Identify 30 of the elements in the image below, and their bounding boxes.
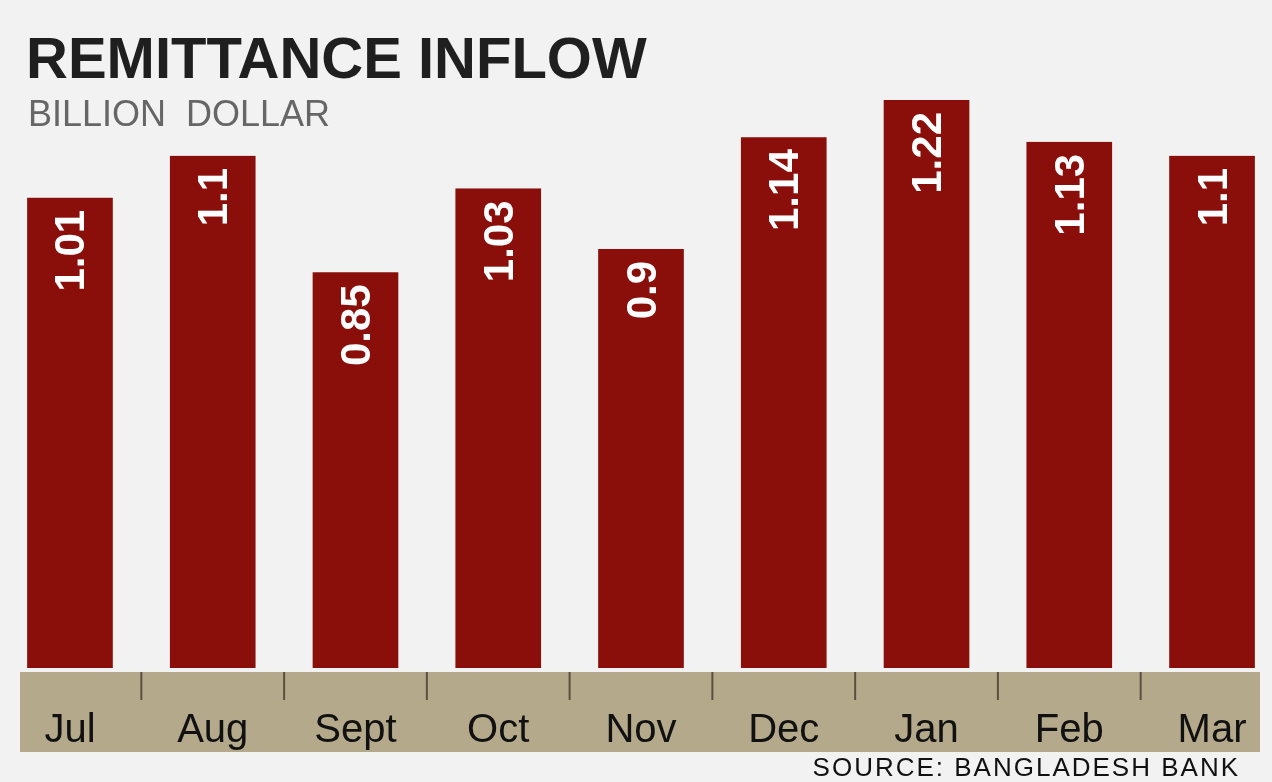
x-tick-label: Oct xyxy=(467,706,530,750)
x-tick-label: Sept xyxy=(314,706,397,750)
data-label: 1.22 xyxy=(903,112,951,194)
bar xyxy=(27,197,113,668)
x-tick-label: Feb xyxy=(1034,706,1104,750)
data-label: 1.1 xyxy=(1188,167,1236,227)
bar xyxy=(1026,141,1113,668)
source-note: SOURCE: BANGLADESH BANK xyxy=(812,752,1240,782)
x-tick-label: Jan xyxy=(894,706,959,750)
x-tick-label: Nov xyxy=(605,706,677,750)
x-tick-label: Mar xyxy=(1177,706,1247,750)
chart-subtitle: BILLION DOLLAR xyxy=(28,93,331,134)
data-label: 0.85 xyxy=(331,284,379,367)
data-label: 0.9 xyxy=(617,260,665,320)
data-label: 1.01 xyxy=(46,209,94,292)
bar xyxy=(598,248,684,668)
data-label: 1.1 xyxy=(189,167,237,227)
chart-title: REMITTANCE INFLOW xyxy=(26,25,647,90)
data-label: 1.14 xyxy=(760,148,808,231)
data-label: 1.03 xyxy=(474,200,522,283)
bar xyxy=(455,188,542,668)
bar xyxy=(169,155,256,668)
x-tick-label: Aug xyxy=(177,706,249,750)
bar xyxy=(312,272,399,668)
bar xyxy=(883,100,970,668)
x-tick-label: Dec xyxy=(748,706,820,750)
data-label: 1.13 xyxy=(1045,153,1093,236)
bar xyxy=(1169,155,1255,668)
bar xyxy=(740,137,827,668)
x-tick-label: Jul xyxy=(44,706,96,750)
